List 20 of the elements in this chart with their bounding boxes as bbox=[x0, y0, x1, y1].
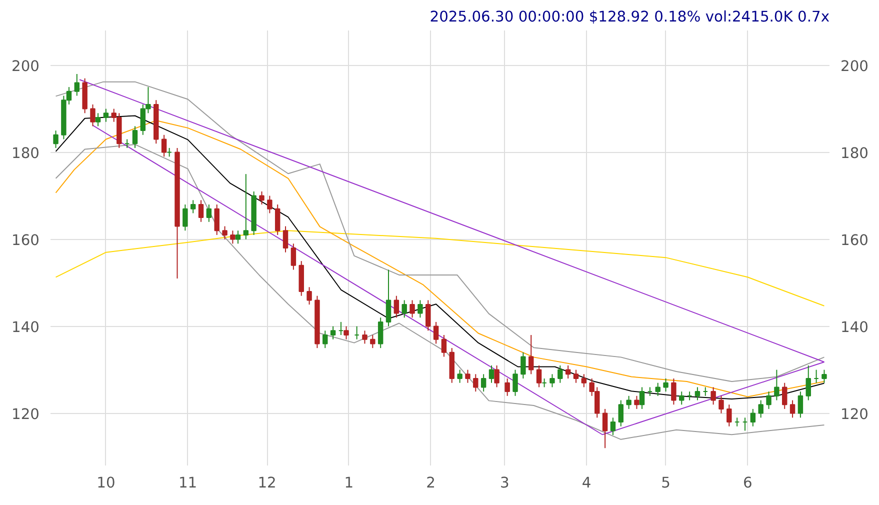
y2-tick-label: 140 bbox=[840, 318, 868, 336]
y2-tick-label: 200 bbox=[840, 58, 868, 75]
y-tick-label: 120 bbox=[12, 406, 40, 423]
x-tick-label: 5 bbox=[661, 474, 670, 492]
x-tick-label: 11 bbox=[178, 474, 198, 492]
y2-tick-label: 180 bbox=[840, 144, 868, 162]
y2-tick-label: 120 bbox=[840, 406, 868, 423]
y-tick-label: 180 bbox=[12, 144, 40, 162]
x-tick-label: 6 bbox=[742, 474, 752, 492]
x-tick-label: 2 bbox=[426, 474, 436, 492]
x-tick-label: 3 bbox=[500, 474, 510, 492]
y2-tick-label: 160 bbox=[840, 232, 868, 249]
x-tick-label: 1 bbox=[344, 474, 354, 492]
y-tick-label: 200 bbox=[12, 58, 40, 75]
x-tick-label: 10 bbox=[96, 474, 116, 492]
chart-title: 2025.06.30 00:00:00 $128.92 0.18% vol:2415.0K 0.7x bbox=[430, 8, 830, 26]
y-tick-label: 140 bbox=[12, 318, 40, 336]
y-tick-label: 160 bbox=[12, 232, 40, 249]
x-tick-label: 4 bbox=[582, 474, 592, 492]
x-tick-label: 12 bbox=[258, 474, 276, 492]
